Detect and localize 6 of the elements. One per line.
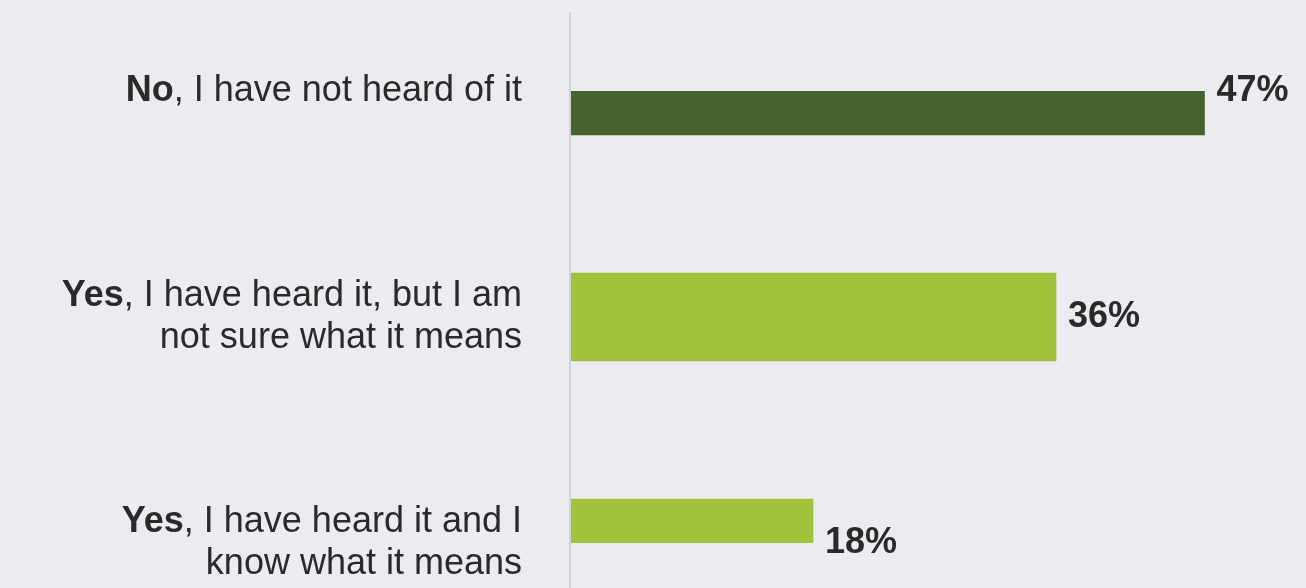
data-label: 47%	[1216, 67, 1289, 109]
data-label: 18%	[825, 519, 898, 561]
data-label: 36%	[1068, 293, 1141, 335]
y-tick-label: Yes, I have heard it, but I am not sure what it means	[61, 272, 523, 356]
y-tick-label: No, I have not heard of it	[125, 67, 523, 109]
y-tick-label: Yes, I have heard it and I know what it means	[121, 498, 523, 582]
